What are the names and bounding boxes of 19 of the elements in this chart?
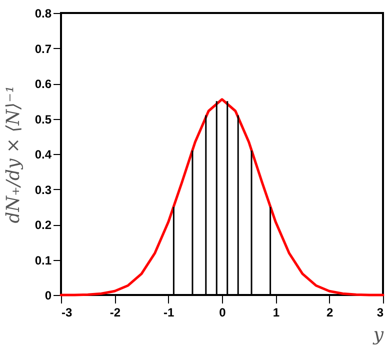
x-tick-label: -1 (163, 306, 174, 320)
x-tick-label: -2 (110, 306, 121, 320)
y-tick-label: 0.1 (34, 253, 52, 268)
y-tick-label: 0.6 (34, 77, 52, 91)
y-tick-label: 0.3 (34, 182, 52, 197)
x-tick-label: 1 (272, 306, 280, 320)
x-tick-label: 3 (376, 306, 384, 320)
y-tick-label: 0.4 (34, 148, 52, 162)
x-axis-title: y (372, 324, 384, 346)
x-tick-label: 0 (219, 306, 226, 320)
y-tick-label: 0.5 (34, 112, 52, 126)
x-tick-label: -3 (62, 306, 72, 320)
y-tick-label: 0.2 (34, 218, 52, 232)
y-tick-label: 0.8 (34, 6, 52, 20)
y-tick-label: 0.7 (34, 42, 52, 56)
x-tick-label: 2 (326, 306, 334, 320)
line-series (60, 98, 384, 296)
y-tick-label: 0 (44, 288, 52, 302)
y-axis-title: dN₊/dy × ⟨N⟩⁻¹ (2, 86, 24, 224)
